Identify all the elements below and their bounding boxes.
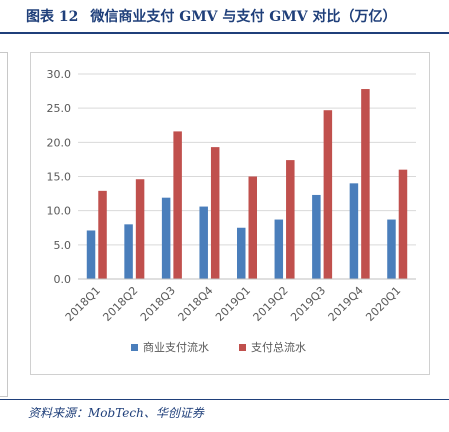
x-tick-label: 2018Q2: [100, 284, 140, 324]
x-tick-label: 2018Q4: [176, 284, 216, 324]
top-rule: [0, 32, 449, 34]
bar-commercial-payment-2018Q2: [124, 224, 133, 279]
bar-commercial-payment-2018Q3: [161, 197, 171, 279]
bar-commercial-payment-2019Q3: [312, 194, 321, 279]
x-tick-label: 2019Q1: [213, 284, 253, 324]
legend-swatch: [131, 344, 138, 351]
bottom-rule: [0, 399, 449, 400]
x-tick-label: 2019Q4: [326, 284, 366, 324]
bar-total-payment-2019Q2: [286, 160, 295, 279]
bar-commercial-payment-2020Q1: [387, 219, 396, 279]
legend-label: 商业支付流水: [143, 340, 209, 354]
figure-title: 图表 12 微信商业支付 GMV 与支付 GMV 对比（万亿）: [26, 6, 446, 30]
y-axis-ticks: 0.0 5.0 10.0 15.0 20.0 25.0 30.0: [47, 68, 72, 286]
x-tick-label: 2018Q1: [63, 284, 103, 324]
x-tick-label: 2019Q2: [251, 284, 291, 324]
y-tick-label: 20.0: [47, 136, 72, 149]
bar-commercial-payment-2019Q2: [274, 219, 284, 279]
bar-total-payment-2018Q1: [98, 190, 107, 279]
legend-swatch: [239, 344, 246, 351]
bars: [86, 89, 408, 280]
bar-commercial-payment-2019Q1: [237, 227, 246, 279]
bar-total-payment-2018Q3: [173, 131, 182, 279]
bar-total-payment-2019Q1: [248, 176, 257, 279]
bar-total-payment-2018Q4: [210, 147, 220, 279]
y-tick-label: 15.0: [47, 171, 72, 184]
chart-frame: 0.0 5.0 10.0 15.0 20.0 25.0 30.0 2018Q1 2018Q2 2…: [30, 52, 430, 375]
y-tick-label: 25.0: [47, 102, 72, 115]
figure-title-text: 微信商业支付 GMV 与支付 GMV 对比（万亿）: [90, 9, 397, 25]
x-tick-label: 2020Q1: [363, 284, 403, 324]
figure-number: 图表 12: [26, 9, 79, 25]
bar-total-payment-2019Q3: [323, 110, 333, 279]
bar-chart: 0.05.010.015.020.025.030.0 2018Q12018Q22…: [47, 68, 416, 354]
gridlines: [78, 73, 416, 246]
bar-commercial-payment-2019Q4: [349, 183, 359, 279]
bar-commercial-payment-2018Q1: [86, 230, 96, 279]
y-tick-label: 0.0: [54, 273, 72, 286]
x-tick-label: 2018Q3: [138, 284, 178, 324]
source-note: 资料来源：MobTech、华创证券: [28, 406, 204, 420]
y-tick-label: 10.0: [47, 205, 72, 218]
legend-label: 支付总流水: [251, 340, 306, 354]
legend: 商业支付流水 支付总流水: [131, 340, 306, 354]
bar-total-payment-2019Q4: [361, 89, 370, 280]
bar-total-payment-2018Q2: [135, 179, 145, 279]
y-tick-label: 30.0: [47, 68, 72, 81]
x-tick-label: 2019Q3: [288, 284, 328, 324]
adjacent-panel-edge: [0, 52, 8, 397]
bar-total-payment-2020Q1: [398, 169, 408, 279]
y-tick-label: 5.0: [54, 239, 72, 252]
bar-commercial-payment-2018Q4: [199, 206, 208, 279]
x-axis-ticks: 2018Q12018Q22018Q32018Q42019Q12019Q22019…: [63, 284, 404, 324]
